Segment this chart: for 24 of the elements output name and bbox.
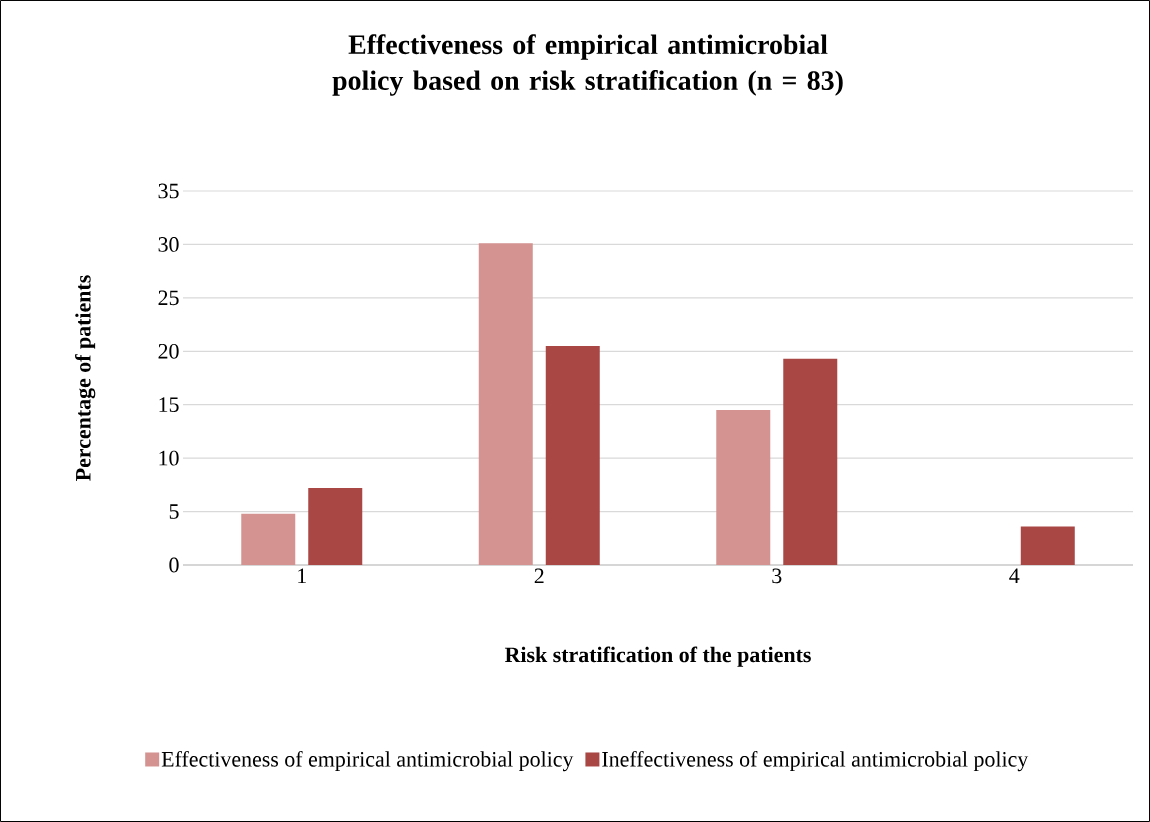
legend-label: Effectiveness of empirical antimicrobial policy	[161, 751, 574, 772]
y-tick-label: 35	[158, 183, 179, 199]
y-tick-label: 0	[169, 557, 179, 573]
bar	[716, 410, 771, 565]
x-tick-label: 2	[534, 568, 544, 584]
bar	[308, 488, 363, 565]
x-tick-label: 1	[298, 568, 306, 583]
bar	[783, 358, 838, 565]
y-tick-label: 25	[158, 290, 179, 306]
bar	[545, 345, 600, 565]
y-tick-label: 10	[159, 450, 179, 466]
y-axis-title: Percentage of patients	[75, 275, 96, 481]
y-tick-label: 20	[158, 343, 179, 359]
x-tick-label: 3	[772, 568, 782, 584]
chart-title: Effectiveness of empirical antimicrobial policy based on risk stratification (n = 83)	[332, 34, 843, 96]
x-axis-title: Risk stratification of the patients	[504, 646, 811, 667]
legend-label: Ineffectiveness of empirical antimicrobial policy	[602, 751, 1029, 772]
bar	[478, 243, 533, 565]
bar	[1020, 526, 1075, 565]
y-tick-label: 5	[169, 504, 179, 519]
y-tick-label: 15	[159, 397, 179, 413]
x-tick-label: 4	[1009, 568, 1020, 583]
y-tick-label: 30	[158, 237, 179, 252]
bar	[241, 513, 296, 565]
